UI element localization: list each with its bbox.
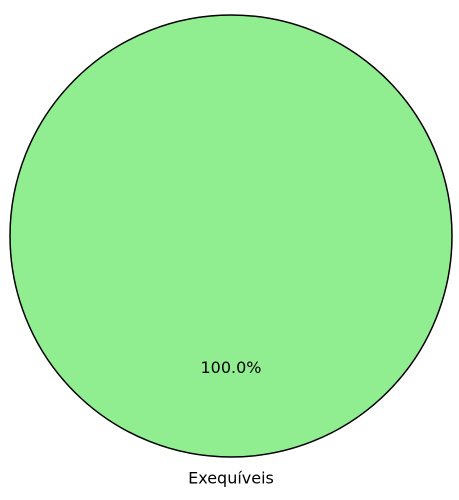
pie-category-label-0: Exequíveis <box>188 469 274 488</box>
pie-slice-0 <box>9 14 453 458</box>
pie-percent-label-0: 100.0% <box>200 358 261 377</box>
